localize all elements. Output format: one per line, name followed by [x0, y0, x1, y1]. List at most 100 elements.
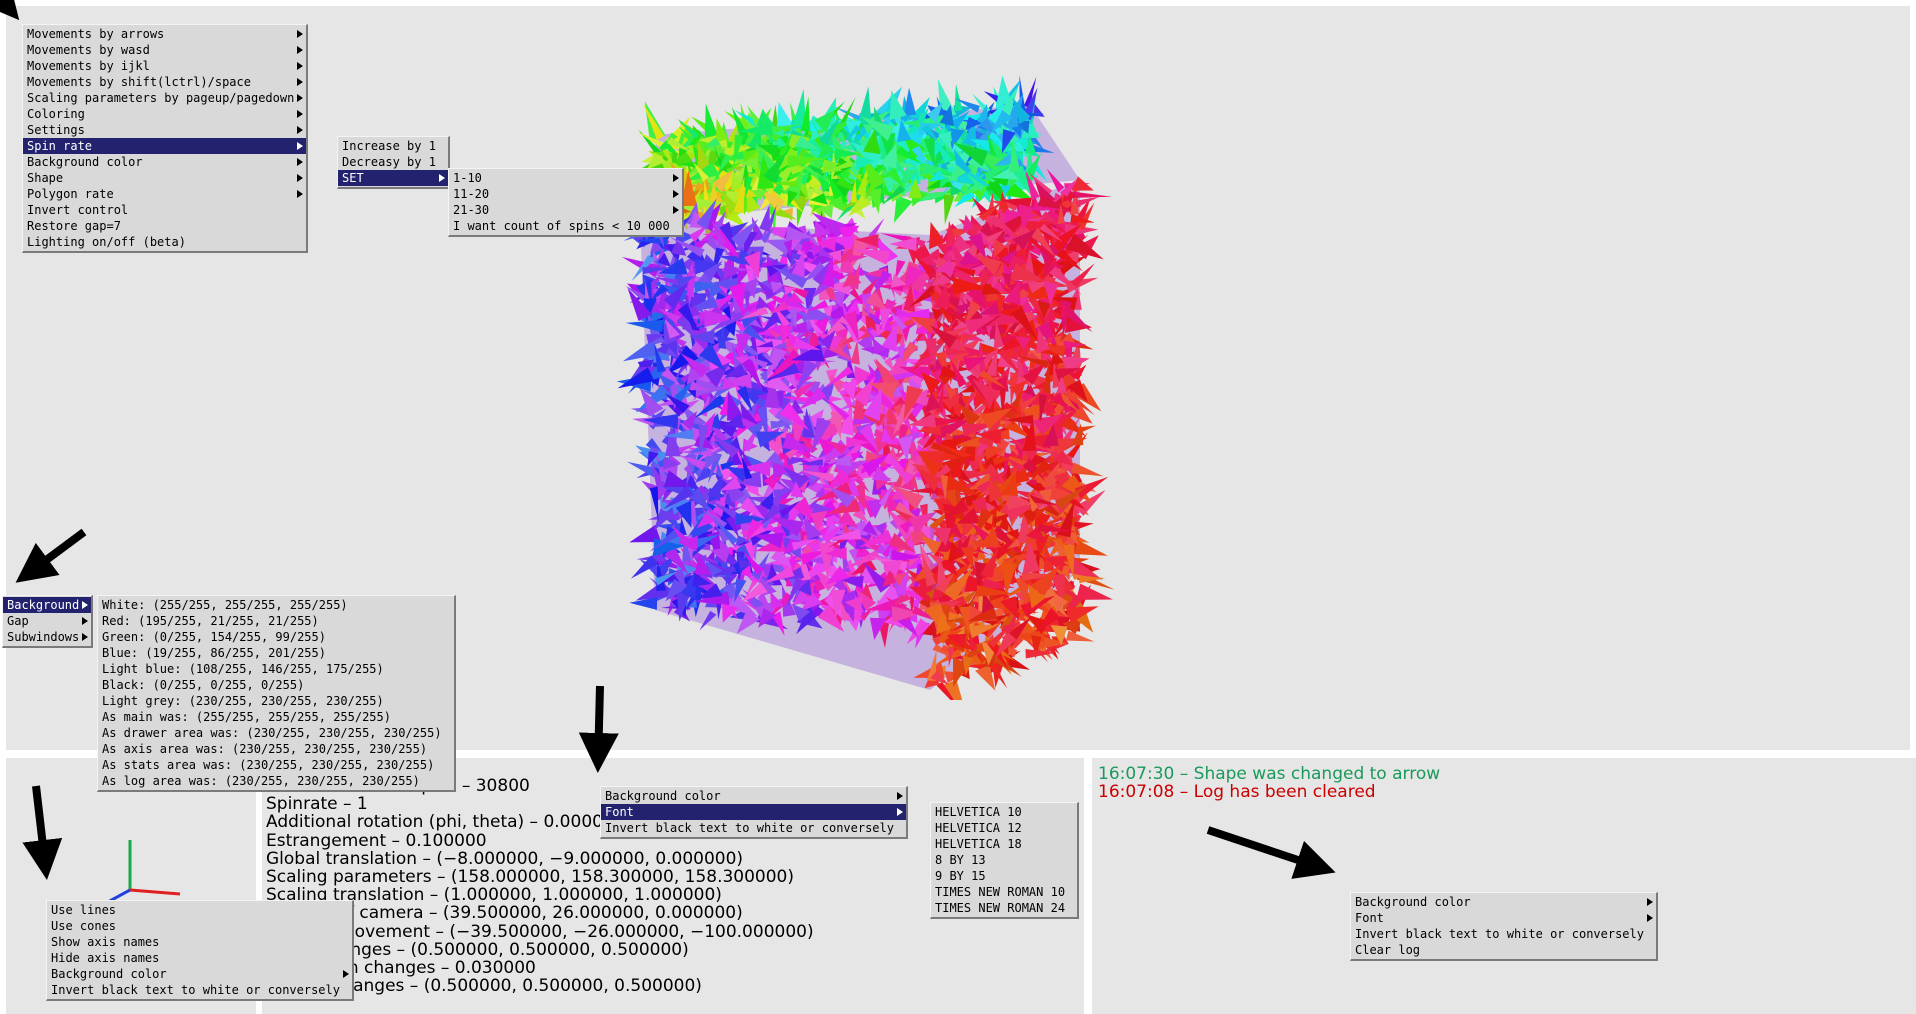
- menu-item[interactable]: Invert black text to white or conversely: [1351, 926, 1656, 942]
- background-color-submenu[interactable]: White: (255/255, 255/255, 255/255) Red: (…: [97, 595, 456, 792]
- menu-item[interactable]: Hide axis names: [47, 950, 352, 966]
- menu-item[interactable]: Lighting on/off (beta): [23, 234, 306, 250]
- spin-arrow: [724, 320, 737, 337]
- menu-item[interactable]: White: (255/255, 255/255, 255/255): [98, 597, 454, 613]
- menu-item[interactable]: Green: (0/255, 154/255, 99/255): [98, 629, 454, 645]
- spin-arrow: [1064, 315, 1092, 333]
- spin-arrow: [954, 84, 963, 112]
- font-submenu[interactable]: HELVETICA 10 HELVETICA 12 HELVETICA 18 8 BY…: [930, 802, 1080, 919]
- spin-arrow: [841, 379, 857, 402]
- menu-item[interactable]: Movements by wasd: [23, 42, 306, 58]
- spin-arrow: [721, 190, 739, 215]
- menu-item[interactable]: Gap: [3, 613, 91, 629]
- spin-arrow: [862, 129, 881, 155]
- menu-item[interactable]: Blue: (19/255, 86/255, 201/255): [98, 645, 454, 661]
- menu-item[interactable]: HELVETICA 10: [931, 804, 1077, 820]
- spin-arrow: [853, 365, 879, 384]
- spin-arrow: [984, 162, 1014, 181]
- menu-item[interactable]: Spin rate: [23, 138, 307, 154]
- spin-arrow: [839, 403, 854, 436]
- menu-item[interactable]: As log area was: (230/255, 230/255, 230/…: [98, 773, 454, 789]
- menu-item[interactable]: 9 BY 15: [931, 868, 1077, 884]
- menu-item[interactable]: Decreasy by 1: [338, 154, 448, 170]
- menu-item[interactable]: Restore gap=7: [23, 218, 306, 234]
- menu-item[interactable]: Invert control: [23, 202, 306, 218]
- menu-item[interactable]: Coloring: [23, 106, 306, 122]
- menu-item[interactable]: TIMES NEW ROMAN 10: [931, 884, 1077, 900]
- menu-item[interactable]: TIMES NEW ROMAN 24: [931, 900, 1077, 916]
- spin-arrow: [731, 106, 752, 146]
- spin-arrow: [796, 359, 818, 393]
- stats-context-menu[interactable]: Background color Font Invert black text to…: [600, 786, 908, 839]
- spin-arrow: [647, 451, 659, 467]
- menu-item[interactable]: 1-10: [449, 170, 682, 186]
- menu-item[interactable]: Use cones: [47, 918, 352, 934]
- menu-item[interactable]: Use lines: [47, 902, 352, 918]
- menu-item[interactable]: Background color: [601, 788, 906, 804]
- menu-item[interactable]: Shape: [23, 170, 306, 186]
- menu-item[interactable]: As stats area was: (230/255, 230/255, 23…: [98, 757, 454, 773]
- menu-item[interactable]: As axis area was: (230/255, 230/255, 230…: [98, 741, 454, 757]
- menu-item[interactable]: Background color: [1351, 894, 1656, 910]
- menu-item[interactable]: Invert black text to white or conversely: [601, 820, 906, 836]
- spin-arrow: [650, 463, 667, 489]
- spin-arrow: [787, 155, 824, 169]
- menu-item[interactable]: I want count of spins < 10 000: [449, 218, 682, 234]
- menu-item[interactable]: Invert black text to white or conversely: [47, 982, 352, 998]
- menu-item[interactable]: Clear log: [1351, 942, 1656, 958]
- menu-item[interactable]: 8 BY 13: [931, 852, 1077, 868]
- spin-arrow: [676, 276, 696, 288]
- menu-item[interactable]: Font: [1351, 910, 1656, 926]
- spin-arrow: [1074, 489, 1106, 516]
- spin-arrow: [694, 554, 712, 576]
- menu-item[interactable]: Subwindows: [3, 629, 91, 645]
- spin-arrow: [1064, 308, 1093, 332]
- spin-arrow: [962, 470, 994, 481]
- menu-item[interactable]: Increase by 1: [338, 138, 448, 154]
- spin-arrow: [761, 303, 791, 334]
- spin-arrow: [1067, 558, 1103, 580]
- menu-item[interactable]: Scaling parameters by pageup/pagedown: [23, 90, 306, 106]
- log-context-menu[interactable]: Background color Font Invert black text to…: [1350, 892, 1658, 961]
- menu-item[interactable]: HELVETICA 12: [931, 820, 1077, 836]
- menu-item[interactable]: Movements by shift(lctrl)/space: [23, 74, 306, 90]
- menu-item[interactable]: HELVETICA 18: [931, 836, 1077, 852]
- menu-item[interactable]: Movements by arrows: [23, 26, 306, 42]
- set-submenu[interactable]: 1-10 11-20 21-30 I want count of spins < 10…: [448, 168, 684, 237]
- menu-item[interactable]: Movements by ijkl: [23, 58, 306, 74]
- axis-context-menu[interactable]: Use lines Use cones Show axis names Hide ax…: [46, 900, 354, 1001]
- menu-item[interactable]: Light blue: (108/255, 146/255, 175/255): [98, 661, 454, 677]
- spin-arrow: [744, 250, 761, 279]
- menu-item[interactable]: Background color: [47, 966, 352, 982]
- spin-arrow: [709, 500, 738, 519]
- spin-rate-submenu[interactable]: Increase by 1 Decreasy by 1 SET: [337, 136, 450, 189]
- menu-item[interactable]: As main was: (255/255, 255/255, 255/255): [98, 709, 454, 725]
- menu-item-label: Black: (0/255, 0/255, 0/255): [102, 678, 305, 692]
- menu-item[interactable]: Red: (195/255, 21/255, 21/255): [98, 613, 454, 629]
- spin-arrow: [663, 457, 681, 470]
- log-area[interactable]: [1092, 758, 1916, 1014]
- menu-item[interactable]: Black: (0/255, 0/255, 0/255): [98, 677, 454, 693]
- menu-item-label: HELVETICA 12: [935, 821, 1022, 835]
- spin-arrow: [783, 239, 793, 258]
- menu-item[interactable]: As drawer area was: (230/255, 230/255, 2…: [98, 725, 454, 741]
- spin-arrow: [938, 131, 951, 150]
- spin-arrow: [741, 357, 763, 391]
- menu-item[interactable]: Show axis names: [47, 934, 352, 950]
- spin-arrow: [887, 306, 908, 331]
- menu-item[interactable]: Background color: [23, 154, 306, 170]
- log-entry: 16:07:30 – Shape was changed to arrow: [1098, 764, 1441, 784]
- menu-item[interactable]: Background: [3, 597, 92, 613]
- spin-arrow: [903, 264, 926, 291]
- drawer-context-menu[interactable]: Background Gap Subwindows: [2, 595, 94, 648]
- menu-item[interactable]: Polygon rate: [23, 186, 306, 202]
- main-context-menu[interactable]: Movements by arrows Movements by wasd Move…: [22, 24, 309, 253]
- menu-item[interactable]: Font: [601, 804, 906, 820]
- menu-item[interactable]: Light grey: (230/255, 230/255, 230/255): [98, 693, 454, 709]
- menu-item[interactable]: SET: [338, 170, 448, 186]
- menu-item[interactable]: Settings: [23, 122, 306, 138]
- spin-arrow: [968, 233, 987, 261]
- spin-arrow: [911, 251, 934, 277]
- menu-item[interactable]: 11-20: [449, 186, 682, 202]
- menu-item[interactable]: 21-30: [449, 202, 682, 218]
